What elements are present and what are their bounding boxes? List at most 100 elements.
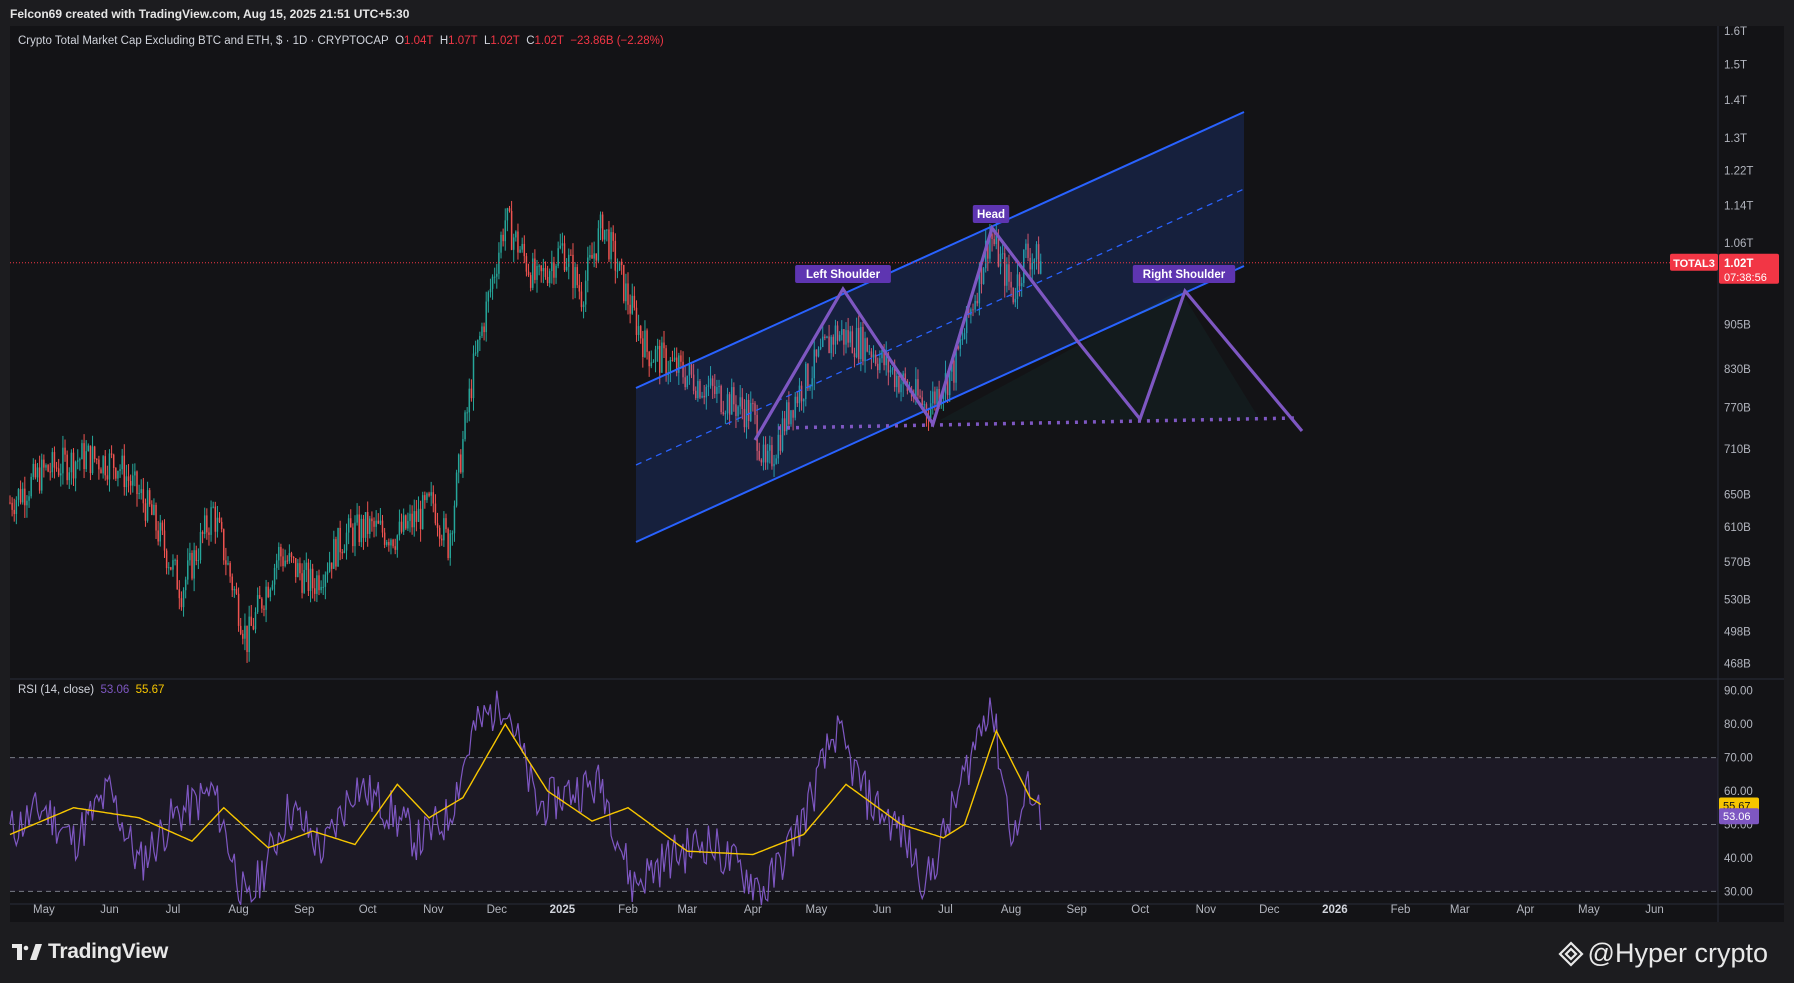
candle-body xyxy=(1037,244,1040,274)
candle-body xyxy=(762,444,765,463)
candle-body xyxy=(136,471,138,495)
channel-upper-line[interactable] xyxy=(635,111,1245,389)
candle-body xyxy=(57,468,60,476)
symbol-title[interactable]: Crypto Total Market Cap Excluding BTC an… xyxy=(18,35,389,47)
candle-body xyxy=(220,521,223,530)
candle-body xyxy=(646,330,648,352)
candle-body xyxy=(557,248,559,266)
candle-body xyxy=(481,326,483,337)
candle-body xyxy=(536,266,538,280)
candle-body xyxy=(917,379,919,396)
candle-body xyxy=(328,562,331,572)
label-head: Head xyxy=(977,209,1005,221)
candle-body xyxy=(38,467,41,491)
candle-body xyxy=(206,515,208,533)
high-value: 1.07T xyxy=(448,35,478,47)
candle-body xyxy=(828,336,830,354)
candle-body xyxy=(195,550,197,562)
drawing-layer[interactable]: Left Shoulder Head Right Shoulder xyxy=(10,111,1718,543)
rsi-tag-bg xyxy=(1719,808,1759,825)
candle-body xyxy=(523,243,526,257)
candle-body xyxy=(500,234,502,253)
candle-body xyxy=(352,527,354,547)
candle-body xyxy=(318,575,320,591)
candle-body xyxy=(223,529,225,561)
y-tick-label: 650B xyxy=(1724,490,1751,502)
candle-body xyxy=(392,539,394,547)
head-shoulders-pattern[interactable] xyxy=(753,224,1304,441)
candle-body xyxy=(849,331,851,343)
candle-body xyxy=(498,252,500,274)
candle-body xyxy=(288,553,291,562)
x-tick-label: May xyxy=(806,904,828,916)
candle-body xyxy=(369,518,371,534)
candle-body xyxy=(491,276,494,289)
candle-body xyxy=(333,539,335,569)
candle-body xyxy=(151,504,153,515)
candle-body xyxy=(711,378,714,387)
tradingview-logo-text: TradingView xyxy=(48,940,169,963)
candle-body xyxy=(212,506,214,508)
candle-body xyxy=(74,461,77,479)
x-tick-label: Apr xyxy=(1516,904,1534,916)
candle-body xyxy=(593,253,595,259)
candle-body xyxy=(297,563,299,577)
x-tick-label: 2025 xyxy=(550,904,576,916)
candle-body xyxy=(682,361,684,378)
candle-body xyxy=(324,574,327,587)
candle-body xyxy=(157,530,159,542)
candle-body xyxy=(610,232,612,260)
candle-body xyxy=(538,265,540,267)
y-tick-label: 1.5T xyxy=(1724,59,1747,71)
candle-body xyxy=(443,518,445,541)
candle-body xyxy=(502,234,504,242)
candle-body xyxy=(821,336,824,348)
candle-body xyxy=(963,333,966,340)
rsi-title[interactable]: RSI (14, close) xyxy=(18,684,95,696)
channel-mid-line[interactable] xyxy=(635,188,1245,466)
candle-body xyxy=(929,403,932,419)
candle-body xyxy=(309,568,312,592)
candle-body xyxy=(728,394,731,415)
tradingview-logo[interactable]: TradingView xyxy=(12,940,168,964)
candle-body xyxy=(802,399,805,402)
candle-body xyxy=(741,397,744,409)
candle-body xyxy=(390,539,392,546)
candle-body xyxy=(659,345,661,373)
candle-body xyxy=(572,254,574,288)
candle-body xyxy=(959,339,962,349)
candle-body xyxy=(701,395,703,398)
candle-body xyxy=(347,518,350,533)
candle-body xyxy=(606,229,608,231)
candle-body xyxy=(424,495,426,501)
x-tick-label: Mar xyxy=(677,904,697,916)
candle-body xyxy=(845,330,847,345)
candle-body xyxy=(853,353,856,358)
candle-body xyxy=(883,349,885,366)
candle-body xyxy=(339,527,341,553)
candle-body xyxy=(244,625,246,639)
rsi-legend: RSI (14, close) 53.06 55.67 xyxy=(18,684,164,696)
candle-body xyxy=(777,434,780,459)
candle-body xyxy=(796,396,799,404)
watermark: @Hyper crypto xyxy=(1557,938,1768,969)
candle-body xyxy=(60,473,62,476)
candle-body xyxy=(208,532,210,535)
candle-body xyxy=(119,469,121,471)
candle-body xyxy=(934,391,936,404)
candle-body xyxy=(663,342,665,349)
candle-body xyxy=(885,353,887,366)
candle-body xyxy=(599,214,602,229)
x-tick-label: Sep xyxy=(1066,904,1086,916)
candle-body xyxy=(13,509,15,515)
candle-body xyxy=(239,625,242,634)
candle-body xyxy=(259,595,261,599)
candle-body xyxy=(45,465,47,468)
candle-body xyxy=(89,445,92,474)
candle-body xyxy=(703,395,705,398)
tradingview-logo-icon xyxy=(12,944,42,960)
candle-body xyxy=(187,560,189,580)
chart-canvas[interactable]: Left Shoulder Head Right Shoulder May Jun Ju… xyxy=(0,0,1794,925)
neckline-dotted[interactable] xyxy=(777,416,1298,430)
candle-body xyxy=(142,489,145,504)
